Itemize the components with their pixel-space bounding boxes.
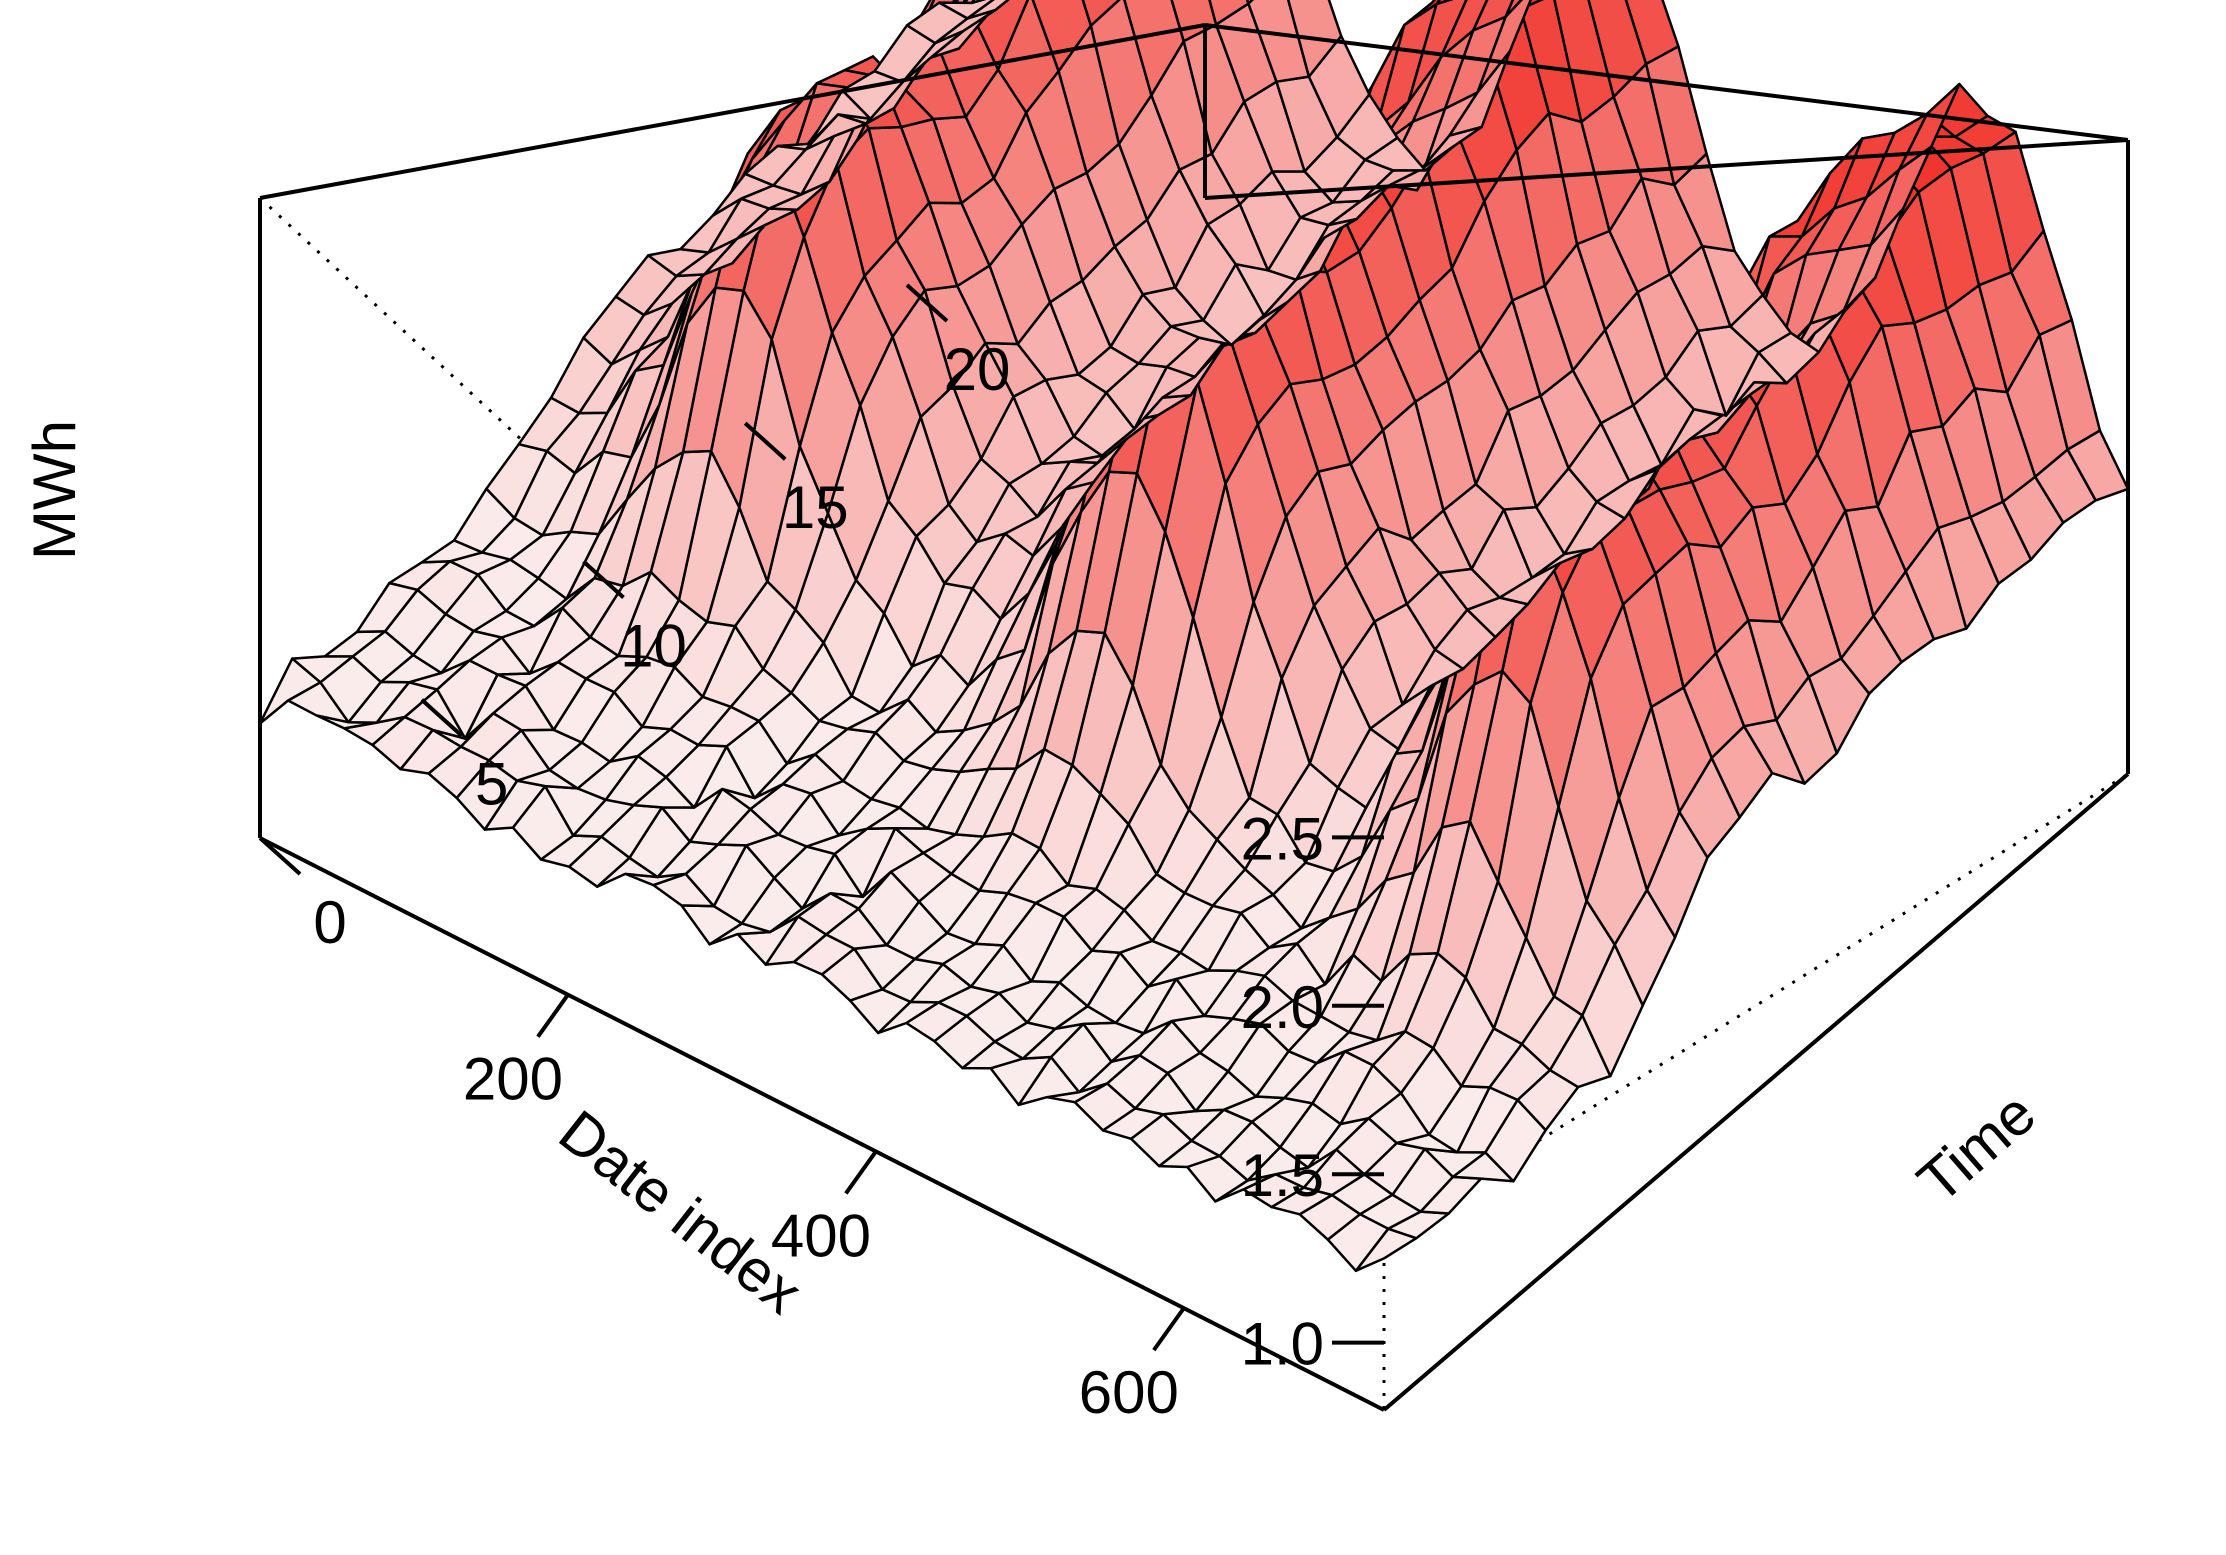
surface-facet xyxy=(938,0,995,20)
box-edge xyxy=(1382,772,2130,1412)
y-tick xyxy=(905,283,949,323)
z-axis-title: MWh xyxy=(21,420,88,560)
x-tick-label: 600 xyxy=(1079,1359,1179,1426)
y-tick-label: 0 xyxy=(313,889,346,956)
y-tick-label: 10 xyxy=(620,612,687,679)
y-tick xyxy=(258,836,302,876)
y-tick xyxy=(420,698,464,738)
surface-facet xyxy=(1081,0,1121,27)
y-axis-title: Time xyxy=(1905,1079,2048,1216)
box-edge xyxy=(1204,23,2129,142)
box-edge xyxy=(259,836,1385,1412)
z-tick-label: 2.5 xyxy=(1241,805,1324,872)
box-hidden-edge xyxy=(1383,772,2129,1239)
y-tick-label: 20 xyxy=(944,336,1011,403)
y-tick-label: 5 xyxy=(475,751,508,818)
x-tick-label: 200 xyxy=(463,1046,563,1113)
z-tick-label: 1.0 xyxy=(1241,1311,1324,1378)
x-tick xyxy=(1152,1306,1186,1352)
y-tick-label: 15 xyxy=(782,474,849,541)
z-tick-label: 1.5 xyxy=(1241,1142,1324,1209)
surface-facet xyxy=(1624,0,1680,66)
surface-facet xyxy=(970,0,987,5)
y-tick xyxy=(582,559,625,599)
surface-mesh xyxy=(258,0,2130,1273)
x-tick-label: 400 xyxy=(771,1202,871,1269)
x-tick xyxy=(844,1150,878,1195)
z-tick-label: 2.0 xyxy=(1241,974,1324,1041)
surface-facet xyxy=(1246,0,1254,5)
box-edge xyxy=(1204,138,2129,200)
x-tick xyxy=(536,993,570,1038)
box-edges xyxy=(258,23,2130,1412)
axes: 1.0 1.5 2.0 2.5 200 400 600 0 5 10 15 20 xyxy=(258,283,1384,1426)
y-tick xyxy=(743,421,787,461)
box-edge xyxy=(259,23,1206,200)
